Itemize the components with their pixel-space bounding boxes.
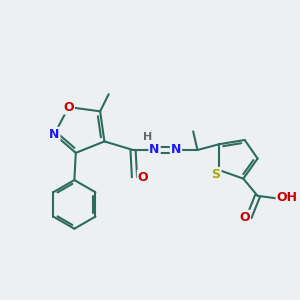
Text: N: N: [171, 143, 181, 157]
Text: N: N: [149, 143, 160, 157]
Text: O: O: [239, 211, 250, 224]
Text: O: O: [138, 171, 148, 184]
Text: O: O: [63, 100, 74, 114]
Text: OH: OH: [277, 191, 298, 204]
Text: S: S: [212, 168, 220, 181]
Text: N: N: [49, 128, 59, 141]
Text: H: H: [143, 132, 152, 142]
